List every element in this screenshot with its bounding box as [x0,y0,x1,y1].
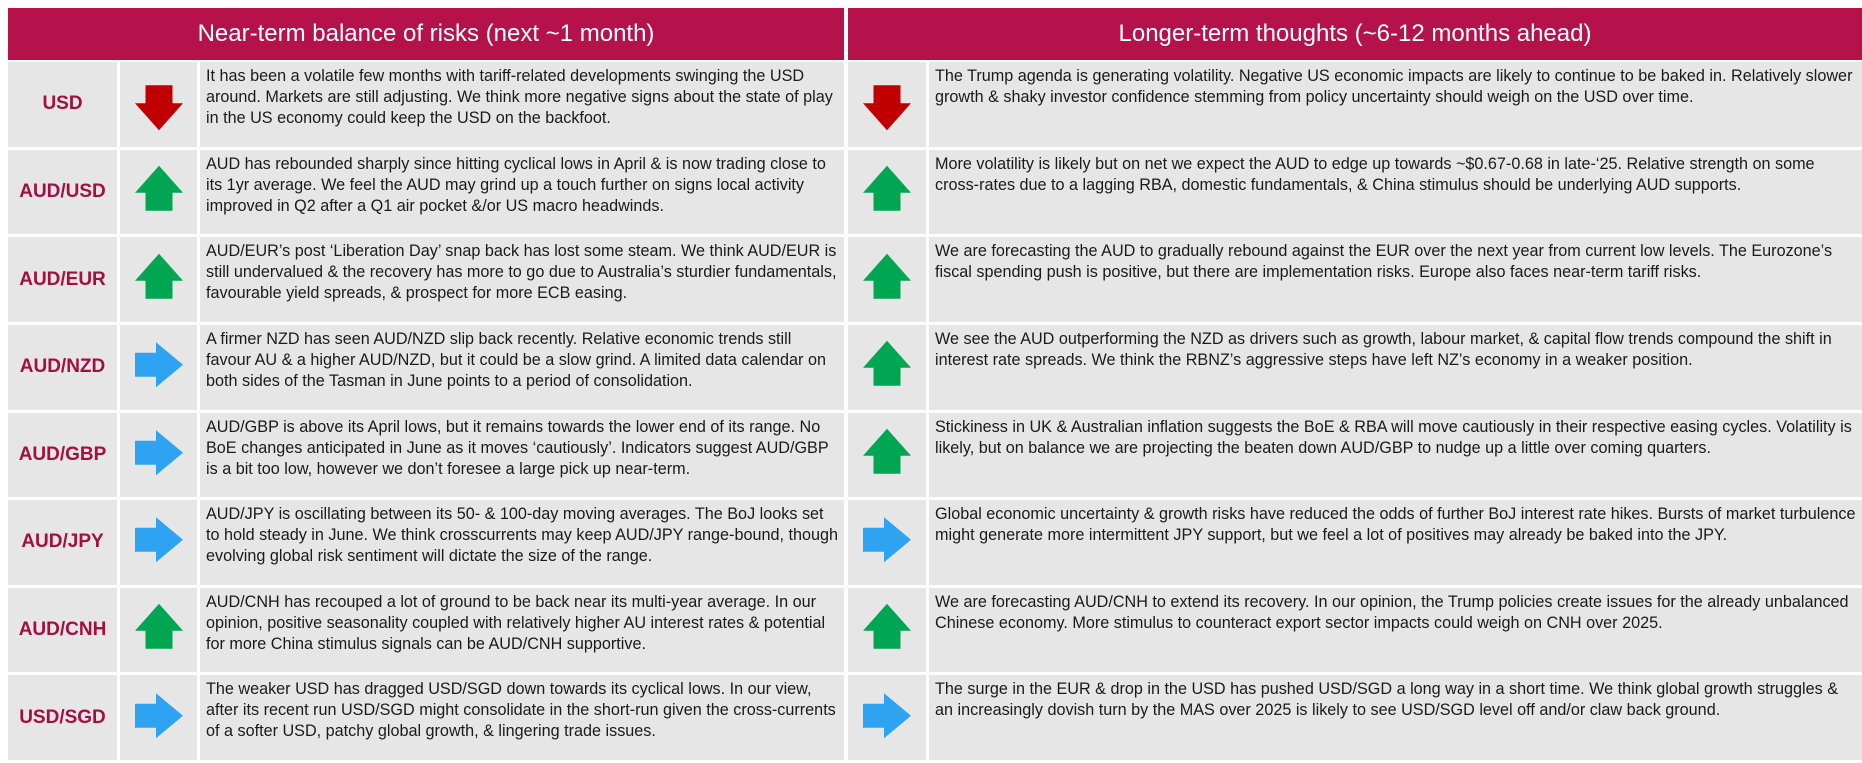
arrow-icon [848,149,926,235]
arrow [134,430,183,476]
arrow-icon [848,237,926,322]
arrow-icon [120,587,197,673]
currency-label: USD [8,62,117,147]
arrow [863,603,911,649]
arrow-icon [120,500,197,585]
arrow-icon [120,324,197,410]
arrow [863,517,911,563]
arrow-icon [848,675,926,760]
arrow-icon [120,149,197,235]
long-term-text: We are forecasting AUD/CNH to extend its… [929,587,1862,673]
arrow [134,342,183,388]
arrow [134,603,183,649]
currency-label: AUD/EUR [8,237,117,322]
arrow [134,253,183,299]
arrow-icon [848,412,926,498]
arrow-icon [120,675,197,760]
long-term-text: We see the AUD outperforming the NZD as … [929,324,1862,410]
near-term-text: It has been a volatile few months with t… [200,62,844,147]
arrow [134,517,183,563]
near-term-text: AUD/GBP is above its April lows, but it … [200,412,844,498]
arrow-icon [848,324,926,410]
currency-label: AUD/CNH [8,587,117,673]
near-term-text: AUD/CNH has recouped a lot of ground to … [200,587,844,673]
arrow [863,253,911,299]
arrow [863,428,911,474]
arrow [863,692,911,738]
arrow [134,85,183,131]
currency-label: AUD/GBP [8,412,117,498]
long-term-text: The surge in the EUR & drop in the USD h… [929,675,1862,760]
arrow-icon [120,62,197,147]
currency-label: AUD/USD [8,149,117,235]
long-term-text: The Trump agenda is generating volatilit… [929,62,1862,147]
arrow-icon [848,500,926,585]
arrow-icon [848,62,926,147]
arrow-icon [120,412,197,498]
arrow-icon [120,237,197,322]
near-term-text: A firmer NZD has seen AUD/NZD slip back … [200,324,844,410]
arrow [863,165,911,211]
arrow-icon [848,587,926,673]
long-term-header: Longer-term thoughts (~6-12 months ahead… [848,8,1862,60]
long-term-text: Stickiness in UK & Australian inflation … [929,412,1862,498]
currency-label: USD/SGD [8,675,117,760]
long-term-text: Global economic uncertainty & growth ris… [929,500,1862,585]
near-term-header: Near-term balance of risks (next ~1 mont… [8,8,844,60]
near-term-text: AUD/EUR’s post ‘Liberation Day’ snap bac… [200,237,844,322]
near-term-text: The weaker USD has dragged USD/SGD down … [200,675,844,760]
long-term-text: More volatility is likely but on net we … [929,149,1862,235]
currency-label: AUD/NZD [8,324,117,410]
long-term-text: We are forecasting the AUD to gradually … [929,237,1862,322]
arrow [863,85,911,131]
currency-label: AUD/JPY [8,500,117,585]
arrow [134,165,183,211]
near-term-text: AUD/JPY is oscillating between its 50- &… [200,500,844,585]
arrow [863,340,911,386]
near-term-text: AUD has rebounded sharply since hitting … [200,149,844,235]
arrow [134,692,183,738]
